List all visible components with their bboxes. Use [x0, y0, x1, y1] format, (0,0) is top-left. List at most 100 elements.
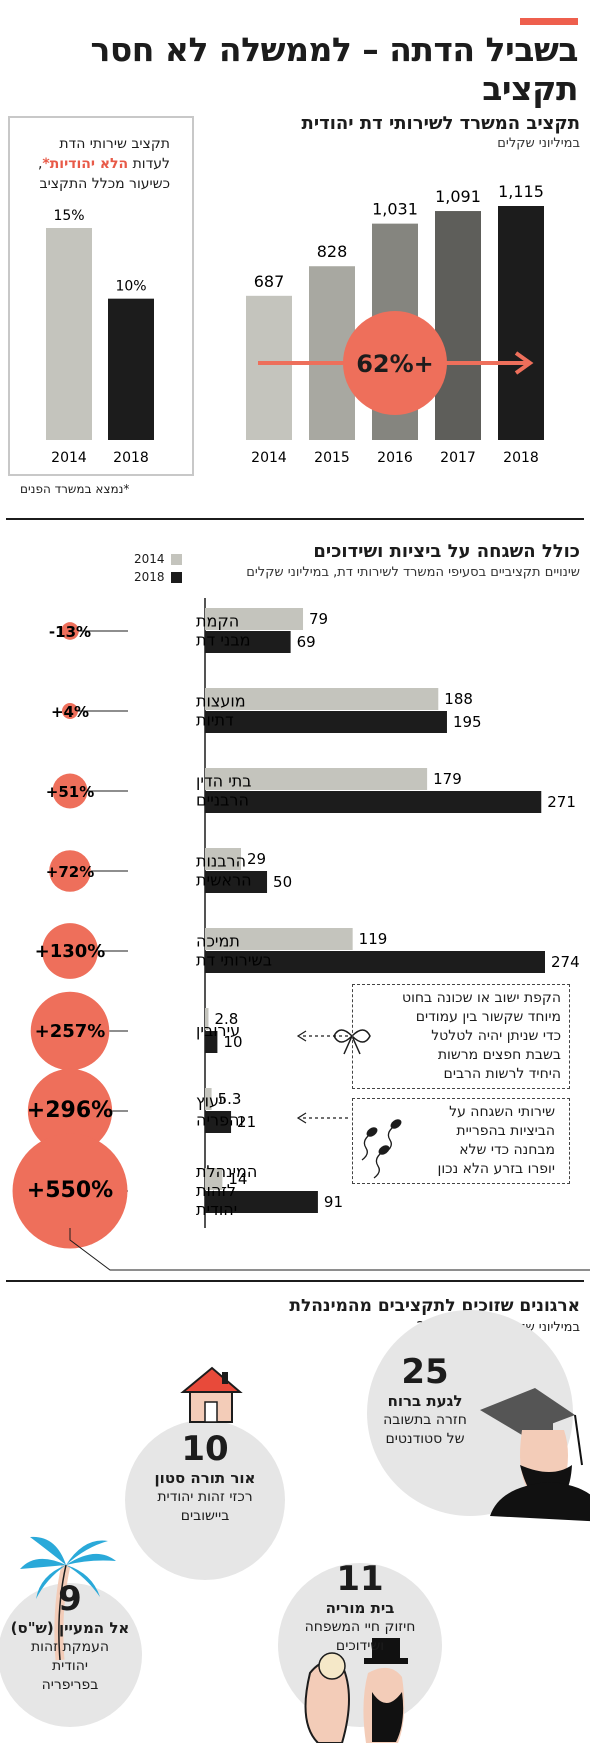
tick-label-2014: 2014: [251, 450, 287, 466]
bar-2014-2: [205, 768, 428, 790]
non-jewish-share-chart: 15% 2014 10% 2018: [46, 208, 154, 466]
highlight-non-jewish: הלא יהודיות*: [42, 156, 129, 172]
bar-2018: [108, 298, 154, 440]
footnote: *נמצא במשרד הפנים: [20, 482, 130, 496]
value-2014-3: 29: [247, 850, 266, 868]
legend-swatch-light: [170, 554, 182, 565]
value-2018-3: 50: [273, 873, 292, 891]
bar-2014-3: [205, 848, 241, 870]
bar-2014-4: [205, 928, 353, 950]
budget-changes-title: כולל השגחה על ביציות ושידוכים: [313, 541, 580, 562]
category-label-1-0: מועצות: [196, 692, 246, 711]
couple-icon: [304, 1638, 408, 1743]
sperm-head-0: [366, 1127, 378, 1137]
category-label-3-0: הרבנות: [196, 852, 246, 871]
value-label-2017: 1,091: [435, 187, 481, 206]
value-2014-7: 14: [228, 1170, 247, 1188]
bar-2018-4: [205, 951, 545, 973]
page-title: בשביל הדתה – לממשלה לא חסר תקציב: [90, 30, 578, 108]
sperm-tail-1: [373, 1153, 381, 1179]
palm-tree-icon: [20, 1536, 116, 1661]
category-label-7-0: המינהלת: [196, 1162, 257, 1181]
change-circle-3: [49, 850, 91, 892]
value-2018-7: 91: [324, 1193, 343, 1211]
org-circle-9: [0, 1583, 142, 1727]
change-circle-4: [42, 923, 98, 979]
bar-2017: [435, 211, 481, 440]
category-label-0-0: הקמת: [196, 612, 239, 631]
sperm-tail-0: [361, 1135, 369, 1161]
fertility-note-arrowhead: [296, 1112, 307, 1124]
category-label-4-0: תמיכה: [196, 932, 240, 951]
change-circle-0: [61, 622, 79, 640]
tick-label-2016: 2016: [377, 450, 413, 466]
change-label-0: -13%: [49, 623, 91, 641]
value-2014-6: 5.3: [218, 1090, 242, 1108]
bar-2018-6: [205, 1111, 232, 1133]
value-2014-0: 79: [309, 610, 328, 628]
growth-annotation: +62%: [356, 350, 434, 378]
value-label-2016: 1,031: [372, 200, 418, 219]
ribbon-tails: [343, 1035, 361, 1055]
change-circle-6: [27, 1068, 113, 1154]
non-jewish-budget-box: תקציב שירותי הדת לעדות הלא יהודיות*, כשי…: [8, 116, 194, 476]
change-label-4: +130%: [35, 941, 106, 962]
non-jewish-box-title: תקציב שירותי הדת לעדות הלא יהודיות*, כשי…: [37, 136, 170, 192]
category-label-7-1: לזהות: [196, 1181, 236, 1200]
value-2018-6: 21: [237, 1113, 256, 1131]
last-circle-connector: [69, 1228, 590, 1271]
value-2014-2: 179: [433, 770, 462, 788]
tick-label-2014: 2014: [51, 450, 87, 466]
bar-2014: [46, 228, 92, 440]
sperm-tail-2: [385, 1127, 393, 1153]
section-divider: [6, 518, 584, 520]
bar-2014-0: [205, 608, 304, 630]
growth-arrow-head: [514, 351, 534, 375]
growth-circle: [343, 311, 447, 415]
jewish-budget-chart: 687 2014 828 2015 1,031 2016 1,091 2017 1,115 201…: [246, 182, 544, 466]
bar-2018-2: [205, 791, 542, 813]
section-divider-2: [6, 1280, 584, 1282]
bar-2018: [498, 206, 544, 440]
org-circle-10: [125, 1420, 285, 1580]
category-label-7-2: יהודית: [196, 1200, 237, 1219]
change-circle-5: [30, 991, 110, 1071]
legend-swatch-dark: [170, 572, 182, 583]
bar-2014-6: [205, 1088, 212, 1110]
sperm-icon: [361, 1119, 402, 1179]
category-label-4-1: בשירותי דת: [196, 951, 272, 970]
bar-2014-1: [205, 688, 439, 710]
sperm-head-2: [390, 1119, 402, 1129]
value-2014-1: 188: [444, 690, 473, 708]
legend-2014: 2014: [134, 552, 188, 566]
org-or-torah-stone: 10 אור תורה סטון רכזי זהות יהודית ביישוב…: [154, 1429, 256, 1524]
change-label-1: +4%: [51, 703, 89, 721]
eruv-note-arrowhead: [296, 1030, 307, 1042]
change-label-3: +72%: [46, 863, 94, 881]
change-circle-2: [52, 773, 88, 809]
org-lagaat-baruach: 25 לגעת ברוח חזרה בתשובה של סטודנטים: [383, 1352, 467, 1447]
tick-label-2018: 2018: [503, 450, 539, 466]
bar-2018-3: [205, 871, 268, 893]
student-icon: [480, 1388, 590, 1522]
category-label-0-1: מבני דת: [196, 631, 250, 650]
category-label-5-0: עירובין: [196, 1021, 240, 1040]
value-2018-4: 274: [551, 953, 580, 971]
orgs-title: ארגונים שזוכים לתקציבים מהמינהלת: [289, 1296, 580, 1316]
value-label-2014: 15%: [53, 208, 84, 224]
value-2018-0: 69: [297, 633, 316, 651]
tick-label-2018: 2018: [113, 450, 149, 466]
value-2014-4: 119: [359, 930, 388, 948]
change-label-2: +51%: [46, 783, 94, 801]
category-label-6-1: והפריה: [196, 1111, 244, 1130]
tick-label-2017: 2017: [440, 450, 476, 466]
value-label-2015: 828: [317, 242, 348, 261]
bar-2018-5: [205, 1031, 218, 1053]
change-label-5: +257%: [35, 1021, 106, 1042]
sperm-head-1: [378, 1145, 390, 1155]
category-label-2-1: הרבניים: [196, 791, 249, 810]
value-label-2018: 1,115: [498, 182, 544, 201]
value-2018-1: 195: [453, 713, 482, 731]
bar-2018-7: [205, 1191, 318, 1213]
